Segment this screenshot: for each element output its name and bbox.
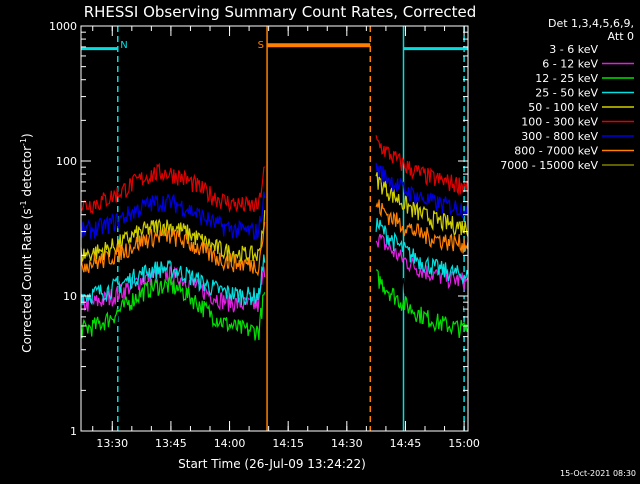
marker-s: S (258, 40, 264, 51)
series-post-5 (375, 135, 469, 196)
series-post-4 (375, 172, 469, 237)
y-axis-label-main: Corrected Count Rate (s (20, 208, 34, 352)
legend-label-6: 300 - 800 keV (521, 130, 598, 143)
x-tick-label: 13:45 (155, 437, 187, 450)
footer-timestamp: 15-Oct-2021 08:30 (560, 469, 636, 478)
series-post-2 (375, 269, 469, 338)
legend-label-1: 6 - 12 keV (542, 58, 598, 71)
y-tick-label: 100 (56, 155, 77, 168)
axes: 1 10 100 1000 13:30 13:45 14:00 14:15 14:30 14:45… (49, 20, 480, 450)
legend-label-4: 50 - 100 keV (528, 101, 598, 114)
series-post-7 (375, 199, 469, 254)
legend-label-2: 12 - 25 keV (535, 72, 598, 85)
series-post-0 (375, 261, 469, 318)
y-axis-label-end: ) (20, 133, 34, 138)
series-post-3 (375, 217, 469, 285)
x-tick-label: 15:00 (448, 437, 480, 450)
series-pre-0 (80, 281, 266, 346)
series-pre-2 (80, 276, 266, 341)
x-tick-label: 14:15 (272, 437, 304, 450)
y-axis-label-sup-2: -1 (19, 138, 28, 146)
series-post-6 (375, 162, 469, 219)
y-tick-label: 1000 (49, 20, 77, 33)
series-pre-5 (80, 162, 266, 215)
series-pre-6 (80, 191, 266, 240)
chart-title: RHESSI Observing Summary Count Rates, Co… (84, 3, 477, 21)
x-axis-label: Start Time (26-Jul-09 13:24:22) (178, 457, 366, 471)
y-axis-label-sup-1: -1 (19, 200, 28, 208)
plot-frame (80, 25, 469, 432)
x-tick-label: 13:30 (96, 437, 128, 450)
legend-label-5: 100 - 300 keV (521, 116, 598, 129)
y-tick-label: 10 (63, 290, 77, 303)
legend-label-7: 800 - 7000 keV (514, 145, 598, 158)
y-axis-label: Corrected Count Rate (s-1 detector-1) (19, 133, 34, 352)
legend: Det 1,3,4,5,6,9, Att 0 3 - 6 keV 6 - 12 k… (500, 17, 634, 172)
series-pre-7 (80, 222, 266, 277)
legend-label-3: 25 - 50 keV (535, 87, 598, 100)
orbit-segments (81, 43, 468, 51)
series-pre-3 (80, 254, 266, 306)
x-tick-label: 14:45 (390, 437, 422, 450)
series-lines (80, 135, 469, 346)
marker-n: N (120, 40, 127, 51)
legend-label-0: 3 - 6 keV (549, 43, 598, 56)
x-tick-label: 14:30 (331, 437, 363, 450)
x-tick-label: 14:00 (214, 437, 246, 450)
legend-header-1: Det 1,3,4,5,6,9, (548, 17, 634, 30)
y-tick-label: 1 (70, 425, 77, 438)
legend-header-2: Att 0 (608, 30, 634, 43)
y-axis-label-mid: detector (20, 146, 34, 201)
legend-label-8: 7000 - 15000 keV (500, 159, 598, 172)
